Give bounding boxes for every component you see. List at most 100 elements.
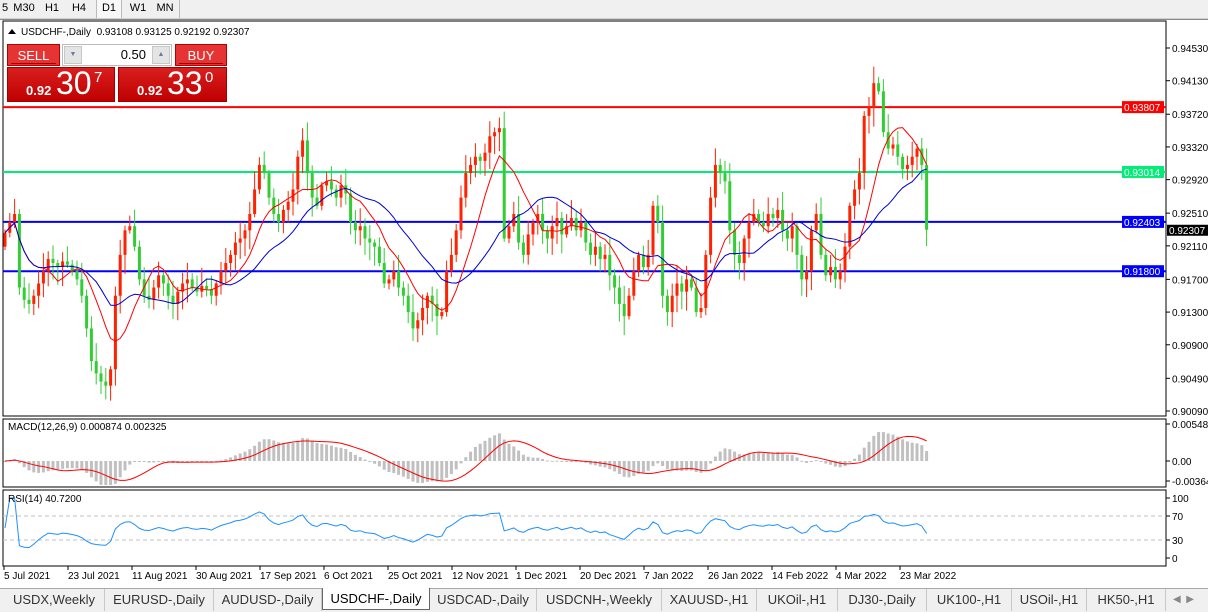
bullish-candle	[867, 107, 871, 116]
bearish-candle	[771, 213, 775, 219]
bearish-candle	[521, 242, 525, 255]
period-mn[interactable]: MN	[156, 2, 174, 14]
lot-size-input[interactable]: 0.50	[120, 47, 146, 62]
macd-histogram-bar	[872, 435, 876, 461]
horizontal-line-label: 0.91800	[1124, 267, 1161, 278]
bearish-candle	[147, 295, 151, 300]
macd-histogram-bar	[766, 452, 770, 461]
macd-histogram-bar	[421, 461, 425, 483]
period-h4[interactable]: H4	[71, 2, 87, 14]
period-m30[interactable]: M30	[13, 2, 35, 14]
macd-histogram-bar	[27, 461, 31, 471]
tab-dj30-daily[interactable]: DJ30-,Daily	[838, 589, 927, 611]
ohlc-values: 0.93108 0.93125 0.92192 0.92307	[96, 27, 250, 38]
tab-usdcad-daily[interactable]: USDCAD-,Daily	[430, 589, 537, 611]
macd-histogram-bar	[925, 451, 929, 461]
macd-histogram-bar	[718, 451, 722, 461]
bearish-candle	[833, 267, 837, 280]
bullish-candle	[497, 128, 501, 133]
tab-uk100-h1[interactable]: UK100-,H1	[927, 589, 1012, 611]
macd-histogram-bar	[56, 461, 60, 470]
bearish-candle	[382, 263, 386, 284]
bearish-candle	[22, 287, 26, 300]
bullish-candle	[37, 283, 41, 296]
bullish-candle	[392, 271, 396, 280]
macd-histogram-bar	[166, 461, 170, 462]
bullish-candle	[637, 254, 641, 272]
bearish-candle	[334, 189, 338, 198]
tab-hk50-h1[interactable]: HK50-,H1	[1087, 589, 1166, 611]
macd-histogram-bar	[286, 443, 290, 461]
bullish-candle	[464, 173, 468, 198]
tab-usdchf-daily[interactable]: USDCHF-,Daily	[322, 588, 430, 610]
bullish-candle	[709, 197, 713, 255]
price-label-bg	[1122, 215, 1164, 228]
bullish-candle	[449, 254, 453, 272]
buy-button[interactable]: BUY	[175, 44, 227, 66]
tab-usoil-h1[interactable]: USOil-,H1	[1012, 589, 1087, 611]
tab-eurusd-daily[interactable]: EURUSD-,Daily	[105, 589, 214, 611]
time-axis-label: 26 Jan 2022	[708, 571, 763, 582]
macd-histogram-bar	[502, 439, 506, 461]
bullish-candle	[233, 242, 237, 255]
bearish-candle	[920, 148, 924, 165]
macd-histogram-bar	[685, 461, 689, 471]
bearish-candle	[680, 283, 684, 292]
bullish-candle	[713, 164, 717, 198]
buy-price[interactable]: 0.92 33 0	[118, 65, 227, 102]
bullish-candle	[848, 205, 852, 247]
bullish-candle	[569, 218, 573, 227]
macd-histogram-bar	[32, 461, 36, 473]
macd-histogram-bar	[761, 453, 765, 461]
macd-histogram-bar	[488, 437, 492, 461]
macd-histogram-bar	[142, 461, 146, 462]
period-d1[interactable]: D1	[96, 0, 122, 18]
tab-xauusd-h1[interactable]: XAUUSD-,H1	[662, 589, 757, 611]
macd-histogram-bar	[574, 461, 578, 462]
chart-canvas[interactable]: 0.945300.941300.937200.933200.929200.925…	[0, 0, 1208, 588]
price-axis-label: 0.91300	[1172, 308, 1208, 319]
sell-price[interactable]: 0.92 30 7	[7, 65, 115, 102]
decrease-lot-button[interactable]: ▼	[64, 46, 82, 64]
price-label-bg	[1122, 165, 1164, 178]
bullish-candle	[286, 201, 290, 210]
arrow-left-icon[interactable]: ◀	[1173, 594, 1181, 605]
buy-price-prefix: 0.92	[137, 83, 163, 98]
macd-histogram-bar	[181, 461, 185, 463]
bullish-candle	[123, 230, 127, 255]
increase-lot-button[interactable]: ▲	[152, 46, 170, 64]
bullish-candle	[445, 271, 449, 313]
macd-histogram-bar	[512, 446, 516, 461]
bullish-candle	[550, 226, 554, 239]
bearish-candle	[373, 242, 377, 247]
arrow-right-icon[interactable]: ▶	[1186, 594, 1194, 605]
bullish-candle	[579, 222, 583, 231]
lot-size-stepper: ▼ 0.50 ▲	[62, 44, 172, 66]
bearish-candle	[901, 156, 905, 170]
macd-histogram-bar	[320, 443, 324, 461]
bullish-candle	[905, 164, 909, 170]
horizontal-line-label: 0.93014	[1124, 168, 1161, 179]
macd-histogram-bar	[301, 438, 305, 461]
tab-audusd-daily[interactable]: AUDUSD-,Daily	[214, 589, 322, 611]
bearish-candle	[51, 258, 55, 264]
sell-button[interactable]: SELL	[7, 44, 60, 66]
macd-histogram-bar	[656, 461, 660, 464]
bullish-candle	[747, 222, 751, 239]
time-axis-label: 30 Aug 2021	[196, 571, 253, 582]
macd-axis-label: 0.005489	[1172, 420, 1208, 431]
bullish-candle	[320, 185, 324, 206]
bullish-candle	[46, 258, 50, 272]
period-h1[interactable]: H1	[44, 2, 60, 14]
bearish-candle	[665, 295, 669, 313]
period-m5[interactable]: 5	[1, 2, 9, 14]
bearish-candle	[406, 295, 410, 313]
tab-ukoil-h1[interactable]: UKOil-,H1	[757, 589, 838, 611]
bearish-candle	[262, 164, 266, 174]
macd-histogram-bar	[589, 461, 593, 465]
bullish-candle	[440, 312, 444, 317]
tab-usdcnh-weekly[interactable]: USDCNH-,Weekly	[537, 589, 662, 611]
tab-usdx-weekly[interactable]: USDX,Weekly	[4, 589, 105, 611]
period-w1[interactable]: W1	[129, 2, 147, 14]
triangle-up-icon[interactable]	[8, 29, 16, 34]
